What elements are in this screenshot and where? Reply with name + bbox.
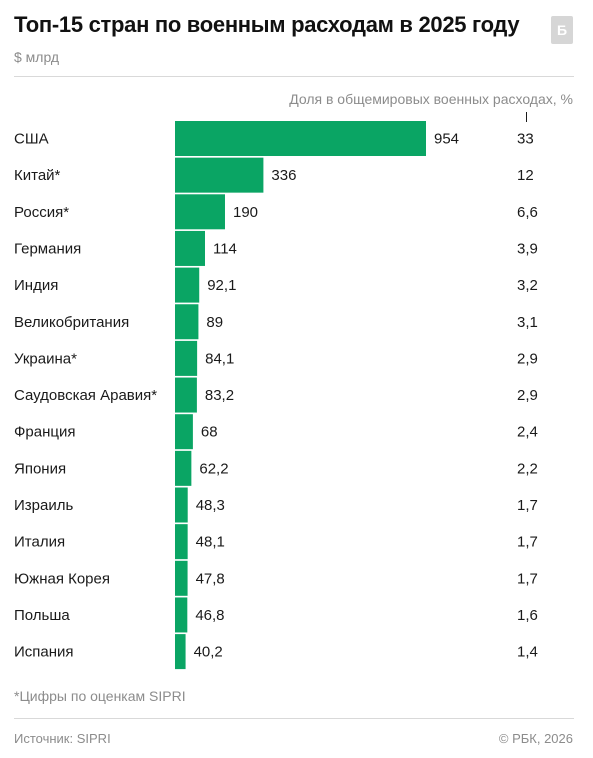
value-label: 114 — [213, 240, 237, 257]
value-label: 83,2 — [205, 387, 234, 404]
source-label: Источник: SIPRI — [14, 731, 111, 746]
category-label: Саудовская Аравия* — [14, 387, 157, 404]
share-label: 1,7 — [517, 534, 538, 551]
top-divider — [14, 76, 574, 77]
share-label: 1,7 — [517, 570, 538, 587]
category-label: Россия* — [14, 204, 69, 221]
rbc-logo-icon: Б — [551, 16, 573, 44]
bar — [175, 194, 225, 230]
bar — [175, 524, 188, 560]
share-label: 2,9 — [517, 350, 538, 367]
copyright-label: © РБК, 2026 — [498, 731, 573, 746]
bar — [175, 230, 205, 266]
bar — [175, 597, 188, 633]
category-label: Великобритания — [14, 314, 129, 331]
bar — [175, 634, 186, 670]
bar — [175, 304, 199, 340]
share-label: 1,4 — [517, 644, 538, 661]
category-label: Китай* — [14, 167, 61, 184]
category-label: Израиль — [14, 497, 73, 514]
category-label: США — [14, 131, 49, 148]
footnote: *Цифры по оценкам SIPRI — [14, 688, 186, 704]
bar — [175, 121, 426, 156]
share-label: 1,7 — [517, 497, 538, 514]
category-label: Италия — [14, 534, 65, 551]
value-label: 48,3 — [196, 497, 225, 514]
value-label: 89 — [206, 314, 223, 331]
value-label: 48,1 — [196, 534, 225, 551]
category-label: Германия — [14, 240, 81, 257]
bar — [175, 450, 192, 486]
category-label: Индия — [14, 277, 58, 294]
value-label: 47,8 — [196, 570, 225, 587]
value-label: 954 — [434, 131, 459, 148]
share-label: 1,6 — [517, 607, 538, 624]
bar — [175, 157, 264, 193]
bar — [175, 377, 197, 413]
value-label: 190 — [233, 204, 258, 221]
share-column-tick — [526, 112, 527, 122]
share-label: 3,2 — [517, 277, 538, 294]
bar — [175, 560, 188, 596]
share-column-header: Доля в общемировых военных расходах, % — [289, 91, 573, 107]
category-label: Франция — [14, 424, 75, 441]
share-label: 3,1 — [517, 314, 538, 331]
chart-title: Топ-15 стран по военным расходам в 2025 … — [14, 12, 520, 37]
bar — [175, 340, 198, 376]
chart-subtitle: $ млрд — [14, 49, 60, 65]
value-label: 46,8 — [195, 607, 224, 624]
bar — [175, 414, 193, 450]
share-label: 6,6 — [517, 204, 538, 221]
share-label: 3,9 — [517, 240, 538, 257]
share-label: 12 — [517, 167, 534, 184]
category-label: Южная Корея — [14, 570, 110, 587]
bar — [175, 267, 200, 303]
value-label: 40,2 — [194, 644, 223, 661]
share-label: 2,4 — [517, 424, 538, 441]
share-label: 2,9 — [517, 387, 538, 404]
share-label: 2,2 — [517, 460, 538, 477]
category-label: Польша — [14, 607, 70, 624]
value-label: 84,1 — [205, 350, 234, 367]
bottom-divider — [14, 718, 574, 719]
value-label: 92,1 — [207, 277, 236, 294]
category-label: Япония — [14, 460, 66, 477]
value-label: 336 — [271, 167, 296, 184]
value-label: 68 — [201, 424, 218, 441]
category-label: Испания — [14, 644, 74, 661]
bar — [175, 487, 188, 523]
share-label: 33 — [517, 131, 534, 148]
value-label: 62,2 — [199, 460, 228, 477]
category-label: Украина* — [14, 350, 77, 367]
